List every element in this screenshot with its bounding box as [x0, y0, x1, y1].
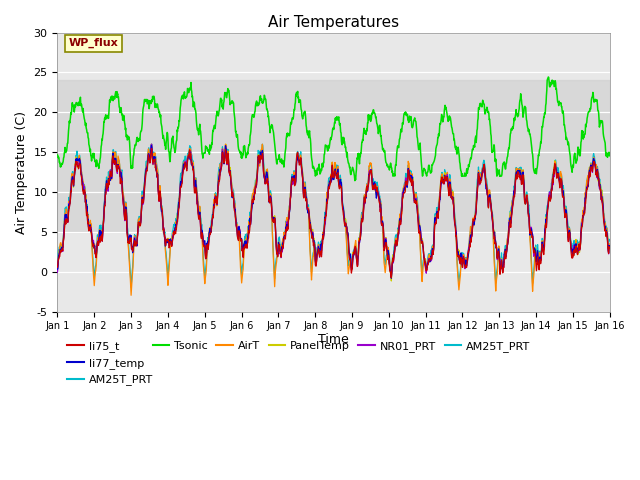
- Legend: AM25T_PRT: AM25T_PRT: [63, 370, 157, 390]
- Title: Air Temperatures: Air Temperatures: [268, 15, 399, 30]
- X-axis label: Time: Time: [318, 333, 349, 346]
- Y-axis label: Air Temperature (C): Air Temperature (C): [15, 110, 28, 234]
- Bar: [58, 81, 610, 232]
- Text: WP_flux: WP_flux: [68, 38, 118, 48]
